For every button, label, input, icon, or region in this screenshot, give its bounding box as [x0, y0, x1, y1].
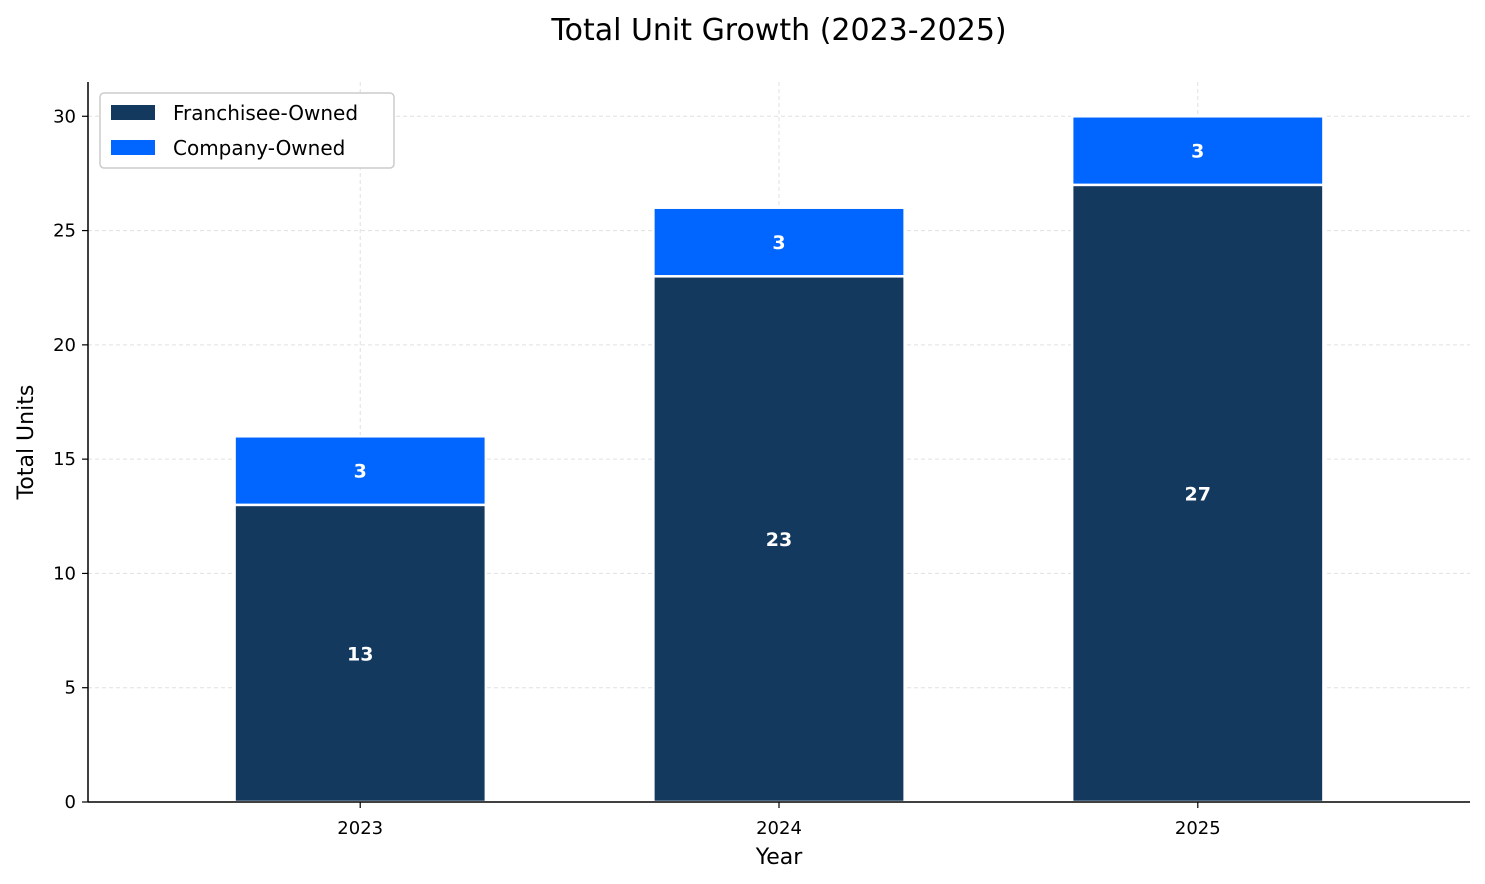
x-axis-label: Year — [755, 845, 804, 870]
bar-franchisee-2025 — [1070, 183, 1325, 804]
data-labels: 13 3 23 3 27 3 — [347, 141, 1211, 666]
bar-company-2023 — [233, 435, 488, 507]
y-tick-label: 10 — [53, 563, 76, 584]
x-tick-label: 2023 — [337, 818, 383, 839]
bar-franchisee-2023 — [233, 503, 488, 804]
bar-company-2024 — [652, 206, 906, 278]
bar-franchisee-2024 — [652, 275, 906, 804]
label-company-2024: 3 — [772, 232, 785, 254]
x-tick-label: 2024 — [756, 818, 802, 839]
label-franchisee-2025: 27 — [1185, 483, 1211, 505]
y-tick-label: 20 — [53, 335, 76, 356]
legend-label-franchisee: Franchisee-Owned — [173, 101, 358, 125]
label-company-2025: 3 — [1191, 141, 1204, 163]
x-tick-label: 2025 — [1175, 818, 1221, 839]
legend-box — [99, 92, 395, 169]
legend: Franchisee-Owned Company-Owned — [99, 92, 395, 169]
label-franchisee-2024: 23 — [766, 529, 792, 551]
x-ticks: 2023 2024 2025 — [337, 802, 1221, 839]
y-tick-label: 0 — [65, 792, 76, 813]
chart-title: Total Unit Growth (2023-2025) — [550, 13, 1006, 48]
label-company-2023: 3 — [354, 461, 367, 483]
label-franchisee-2023: 13 — [347, 643, 373, 665]
y-tick-label: 15 — [53, 449, 76, 470]
bar-company-2025 — [1070, 115, 1325, 187]
legend-label-company: Company-Owned — [173, 136, 345, 160]
y-axis-label: Total Units — [14, 385, 39, 501]
bars — [233, 115, 1325, 804]
y-tick-label: 30 — [53, 106, 76, 127]
y-ticks: 0 5 10 15 20 25 30 — [53, 106, 88, 813]
legend-swatch-company — [111, 140, 155, 155]
legend-swatch-franchisee — [111, 105, 155, 120]
y-tick-label: 5 — [65, 678, 76, 699]
y-tick-label: 25 — [53, 221, 76, 242]
